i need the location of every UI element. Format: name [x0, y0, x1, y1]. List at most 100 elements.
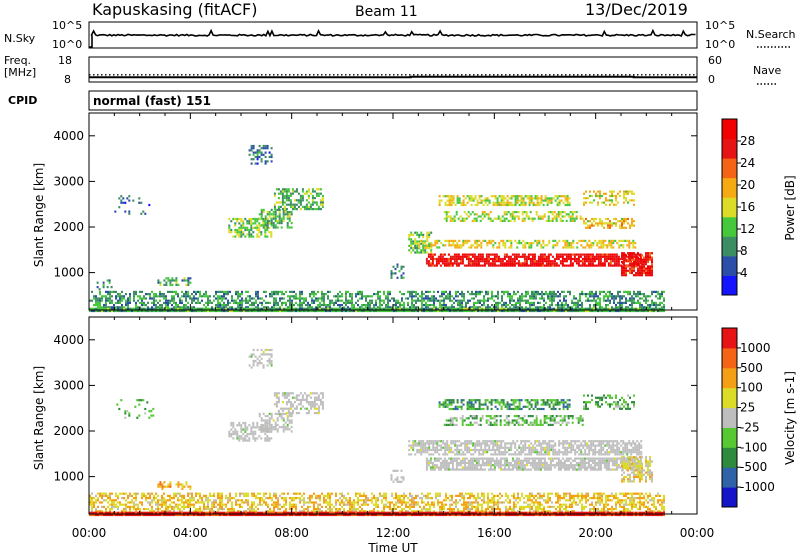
data-cell [543, 255, 546, 258]
data-cell [275, 309, 277, 313]
data-cell [455, 290, 457, 293]
data-cell [453, 257, 456, 261]
data-cell [495, 217, 498, 220]
data-cell [291, 205, 294, 208]
data-cell [367, 309, 369, 313]
data-cell [383, 494, 385, 497]
data-cell [587, 297, 589, 300]
data-cell [339, 510, 341, 513]
data-cell [624, 239, 627, 242]
data-cell [105, 510, 107, 513]
data-cell [595, 293, 597, 296]
data-cell [393, 505, 395, 508]
data-cell [177, 492, 179, 495]
data-cell [367, 295, 369, 298]
data-cell [357, 503, 359, 506]
data-cell [317, 188, 320, 191]
data-cell [375, 304, 377, 307]
data-cell [585, 309, 587, 313]
data-cell [634, 242, 637, 245]
data-cell [337, 297, 339, 300]
data-cell [165, 510, 167, 513]
data-cell [617, 192, 619, 195]
data-cell [272, 213, 275, 216]
data-cell [317, 306, 319, 309]
data-cell [499, 257, 502, 261]
data-cell [365, 306, 367, 309]
data-cell [385, 306, 387, 309]
power-panel-frame [88, 112, 698, 311]
data-cell [283, 307, 285, 310]
data-cell [283, 205, 286, 208]
data-cell [203, 307, 205, 310]
data-cell [633, 199, 635, 202]
data-cell [387, 299, 389, 302]
data-cell [625, 274, 627, 277]
data-cell [143, 494, 145, 497]
data-cell [476, 246, 479, 249]
data-cell [465, 213, 468, 216]
data-cell [399, 499, 401, 502]
data-cell [502, 239, 505, 242]
data-cell [139, 309, 141, 313]
data-cell [507, 307, 509, 310]
data-cell [621, 304, 623, 307]
data-cell [105, 295, 107, 298]
data-cell [321, 295, 323, 298]
data-cell [452, 199, 455, 202]
data-cell [179, 492, 181, 495]
data-cell [520, 201, 523, 204]
data-cell [457, 309, 459, 313]
data-cell [564, 242, 567, 245]
data-cell [115, 295, 117, 298]
data-cell [407, 505, 409, 508]
data-cell [613, 222, 615, 225]
data-cell [266, 211, 269, 214]
data-cell [195, 301, 197, 304]
data-cell [416, 233, 419, 236]
data-cell [383, 301, 385, 304]
data-cell [195, 297, 197, 300]
data-cell [492, 239, 495, 242]
data-cell [285, 309, 287, 313]
data-cell [483, 295, 485, 298]
data-cell [135, 290, 137, 293]
data-cell [371, 309, 373, 313]
data-cell [512, 203, 515, 207]
data-cell [257, 293, 259, 296]
data-cell [359, 307, 361, 310]
data-cell [129, 494, 131, 497]
data-cell [295, 297, 297, 300]
data-cell [309, 307, 311, 310]
data-cell [321, 492, 323, 495]
data-cell [195, 501, 197, 504]
data-cell [140, 201, 143, 204]
data-cell [175, 505, 177, 508]
data-cell [631, 256, 633, 259]
data-cell [635, 258, 637, 261]
data-cell [612, 239, 615, 242]
data-cell [107, 501, 109, 504]
data-cell [461, 217, 464, 220]
data-cell [379, 306, 381, 309]
data-cell [299, 299, 301, 302]
data-cell [265, 301, 267, 304]
data-cell [617, 262, 620, 265]
data-cell [477, 309, 479, 313]
data-cell [223, 503, 225, 506]
data-cell [609, 307, 611, 310]
data-cell [377, 499, 379, 502]
data-cell [311, 297, 313, 300]
data-cell [615, 295, 617, 298]
data-cell [628, 246, 631, 249]
data-cell [459, 301, 461, 304]
data-cell [143, 301, 145, 304]
data-cell [591, 253, 594, 256]
data-cell [483, 215, 486, 218]
data-cell [331, 508, 333, 511]
data-cell [117, 494, 119, 497]
data-cell [133, 295, 135, 298]
data-cell [615, 224, 617, 227]
data-cell [307, 306, 309, 309]
data-cell [309, 192, 312, 195]
